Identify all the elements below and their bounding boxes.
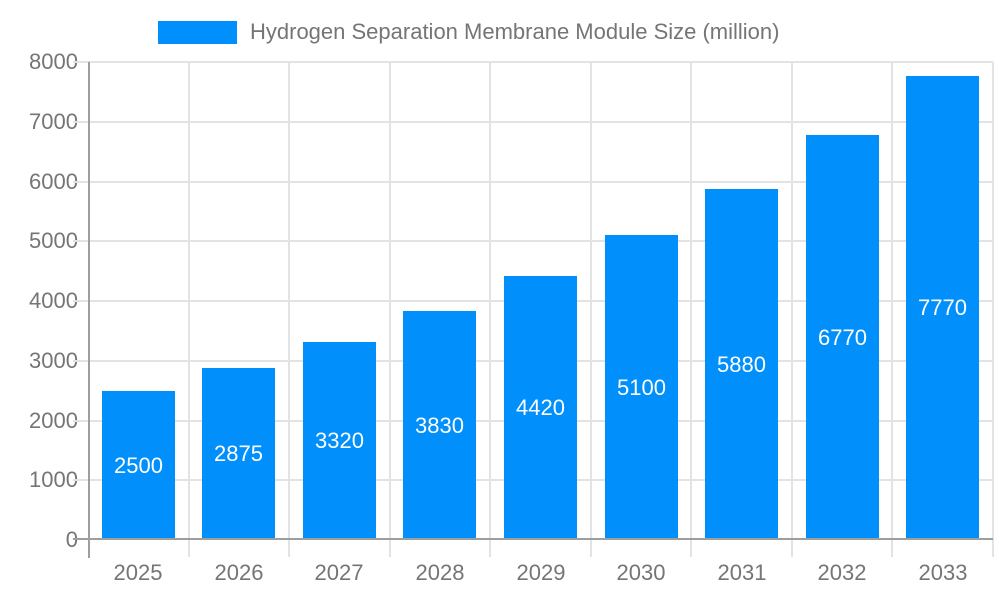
- bar-value-label: 4420: [516, 395, 565, 420]
- bar-value-label: 2875: [214, 441, 263, 466]
- y-gridline: [73, 61, 993, 63]
- x-axis-tick: [690, 540, 692, 557]
- bar-2025: 2500: [102, 391, 175, 540]
- bar-2027: 3320: [303, 342, 376, 540]
- x-gridline: [188, 62, 190, 540]
- x-axis-tick: [288, 540, 290, 557]
- bar-value-label: 6770: [818, 324, 867, 350]
- legend-series-label: Hydrogen Separation Membrane Module Size…: [250, 19, 780, 44]
- chart-legend: Hydrogen Separation Membrane Module Size…: [158, 19, 779, 45]
- x-axis-category-label: 2033: [918, 560, 968, 585]
- x-gridline: [690, 62, 692, 540]
- y-gridline: [73, 240, 993, 243]
- x-axis-tick: [791, 540, 793, 557]
- x-axis-tick: [992, 540, 994, 557]
- x-gridline: [590, 62, 592, 540]
- y-axis-tick-label: 0: [65, 527, 78, 552]
- y-axis-tick-label: 7000: [29, 108, 78, 134]
- plot-area: 2500 2875 3320 3830 4420 5100 5880 6770 7770: [73, 61, 994, 558]
- legend-color-swatch: [158, 20, 237, 44]
- bar-2032: 6770: [806, 135, 879, 540]
- x-axis-category-label: 2030: [616, 560, 666, 585]
- y-axis-tick-label: 6000: [29, 168, 78, 194]
- bar-value-label: 5880: [717, 351, 766, 377]
- x-axis-tick: [489, 540, 491, 557]
- x-axis-category-label: 2032: [817, 560, 867, 585]
- bar-2026: 2875: [202, 368, 275, 540]
- y-axis-tick-label: 5000: [29, 228, 78, 254]
- bar-value-label: 2500: [114, 452, 163, 478]
- y-axis-line: [88, 62, 90, 558]
- bar-value-label: 3830: [415, 412, 464, 438]
- y-axis-tick-label: 2000: [29, 407, 78, 433]
- y-axis-tick-label: 3000: [29, 347, 78, 373]
- x-axis-tick: [590, 540, 592, 557]
- bar-value-label: 5100: [617, 374, 666, 400]
- x-axis-tick: [389, 540, 391, 557]
- bar-2031: 5880: [705, 189, 778, 540]
- y-gridline: [73, 120, 993, 123]
- x-axis-category-label: 2029: [516, 560, 566, 585]
- y-gridline: [73, 180, 993, 183]
- x-gridline: [891, 62, 893, 540]
- x-gridline: [992, 62, 994, 540]
- bar-value-label: 3320: [315, 428, 364, 453]
- x-axis-category-label: 2031: [717, 560, 767, 585]
- x-axis-tick: [891, 540, 893, 557]
- x-gridline: [791, 62, 793, 540]
- bar-2033: 7770: [906, 76, 979, 540]
- y-axis-tick-label: 4000: [29, 288, 78, 313]
- y-axis-tick-label: 1000: [29, 467, 78, 493]
- x-axis-category-label: 2025: [113, 560, 163, 585]
- bar-2029: 4420: [504, 276, 577, 540]
- x-gridline: [489, 62, 491, 540]
- x-gridline: [288, 62, 290, 540]
- x-axis-tick: [188, 540, 190, 557]
- bar-2028: 3830: [403, 311, 476, 540]
- x-axis-line: [73, 538, 993, 540]
- x-axis-category-label: 2028: [415, 560, 465, 585]
- bar-2030: 5100: [605, 235, 678, 540]
- bar-value-label: 7770: [918, 295, 967, 320]
- y-axis-tick-label: 8000: [29, 49, 78, 74]
- x-gridline: [389, 62, 391, 540]
- x-axis-category-label: 2027: [314, 560, 364, 585]
- x-axis-category-label: 2026: [214, 560, 264, 585]
